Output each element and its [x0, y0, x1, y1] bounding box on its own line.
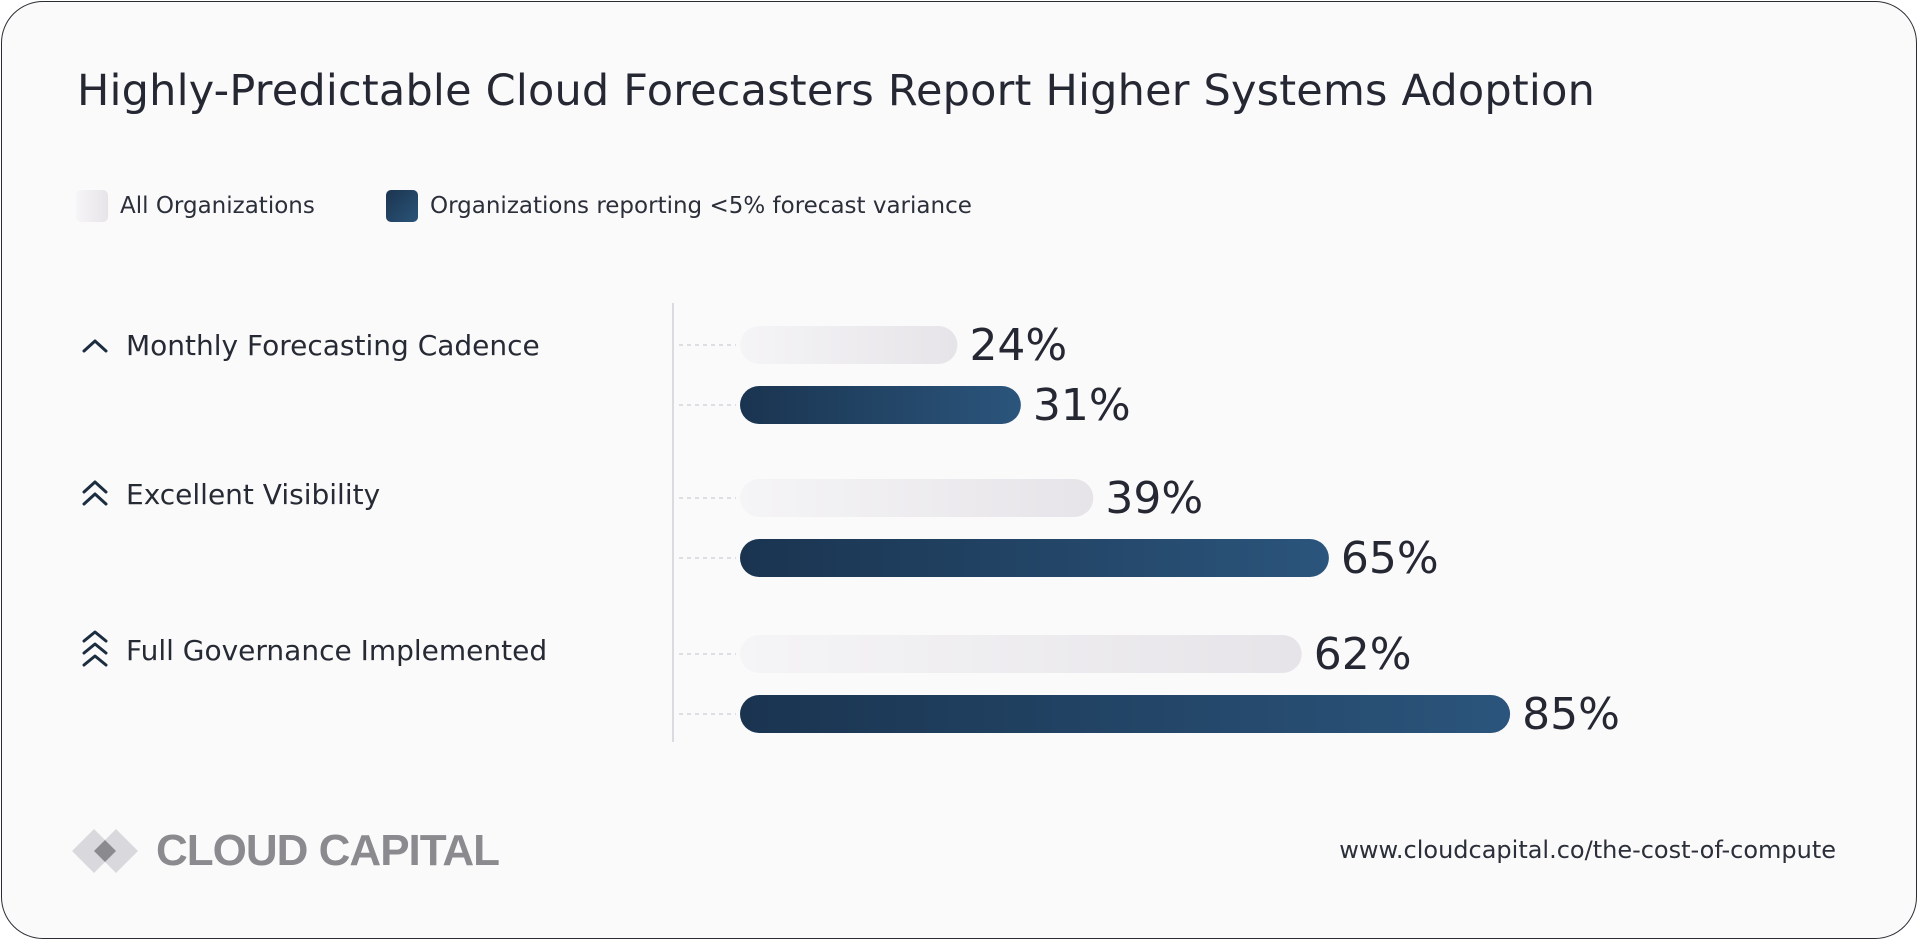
bar-all — [740, 326, 958, 364]
data-label-all: 24% — [969, 320, 1067, 371]
bar-predictable — [740, 695, 1511, 733]
legend-label-all: All Organizations — [120, 193, 315, 219]
data-label-predictable: 85% — [1522, 689, 1620, 740]
data-label-all: 62% — [1314, 629, 1412, 680]
triple-chevron-up-icon — [82, 630, 108, 667]
brand-name: CLOUD CAPITAL — [156, 826, 500, 875]
category-text: Full Governance Implemented — [126, 633, 548, 667]
bar-all — [740, 635, 1302, 673]
category-label-full-governance: Full Governance Implemented — [80, 628, 547, 672]
category-label-excellent-visibility: Excellent Visibility — [80, 477, 380, 511]
chevron-up-icon — [82, 339, 108, 352]
bar-all — [740, 479, 1094, 517]
cloud-capital-logo: CLOUD CAPITAL — [72, 826, 500, 876]
legend-swatch-predictable — [386, 190, 418, 222]
bar-predictable — [740, 386, 1021, 424]
bar-predictable — [740, 539, 1329, 577]
footer-url[interactable]: www.cloudcapital.co/the-cost-of-compute — [1339, 836, 1836, 864]
legend-label-predictable: Organizations reporting <5% forecast var… — [430, 193, 972, 219]
double-chevron-up-icon — [82, 480, 108, 506]
data-label-all: 39% — [1105, 473, 1203, 524]
legend-swatch-all — [76, 190, 108, 222]
legend-item-predictable: Organizations reporting <5% forecast var… — [386, 190, 972, 222]
category-text: Monthly Forecasting Cadence — [126, 329, 540, 362]
diamond-logo-icon — [72, 829, 138, 873]
data-label-predictable: 65% — [1341, 533, 1439, 584]
chart-title: Highly-Predictable Cloud Forecasters Rep… — [77, 66, 1596, 116]
category-text: Excellent Visibility — [126, 477, 381, 511]
legend-item-all: All Organizations — [76, 190, 315, 222]
category-label-monthly-forecasting: Monthly Forecasting Cadence — [80, 329, 540, 362]
data-label-predictable: 31% — [1033, 380, 1131, 431]
